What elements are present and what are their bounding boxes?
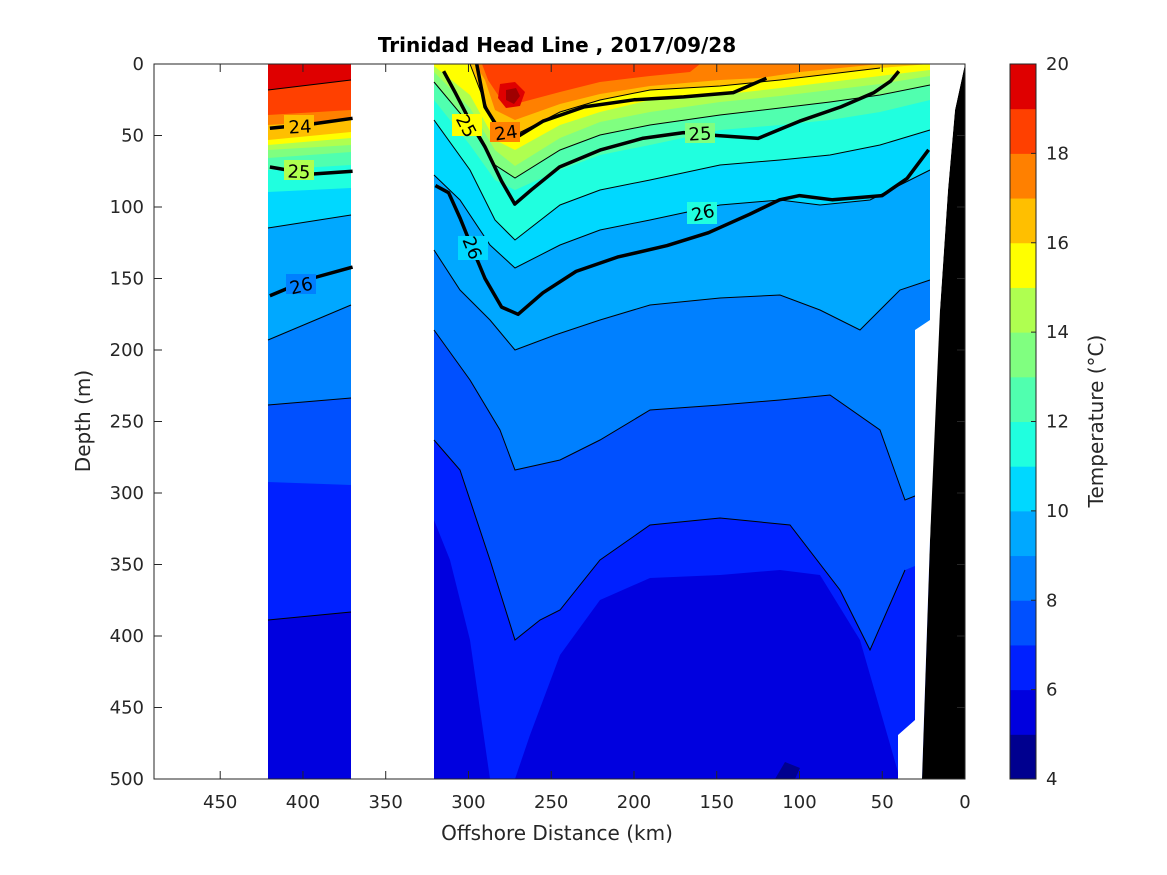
x-tick-label: 350	[369, 792, 403, 813]
band	[506, 88, 520, 104]
isotherm	[433, 119, 931, 241]
contour-label-bg	[687, 202, 717, 224]
colorbar-band	[1010, 466, 1036, 512]
colorbar-band	[1010, 734, 1036, 780]
isotherm	[267, 79, 352, 91]
contour-label-bg	[490, 122, 520, 142]
colorbar-band	[1010, 600, 1036, 646]
colorbar-band	[1010, 421, 1036, 467]
colorbar-bands	[1010, 64, 1036, 780]
x-tick-label: 100	[782, 792, 816, 813]
x-tick-label: 300	[451, 792, 485, 813]
column-b	[434, 64, 930, 779]
x-tick-label: 250	[534, 792, 568, 813]
contour-label-25-b: 25	[688, 123, 712, 145]
contour-label-24-a: 24	[288, 116, 312, 138]
colorbar-tick-label: 20	[1046, 54, 1069, 75]
colorbar-band	[1010, 376, 1036, 422]
x-tick-label: 0	[959, 792, 970, 813]
colorbar-band	[1010, 287, 1036, 333]
colorbar-band	[1010, 198, 1036, 244]
colorbar-band	[1010, 153, 1036, 199]
y-tick-label: 300	[110, 483, 144, 504]
colorbar-tick-label: 18	[1046, 143, 1069, 164]
colorbar-tick-label: 16	[1046, 233, 1069, 254]
y-tick-label: 450	[110, 698, 144, 719]
isotherm	[433, 169, 931, 269]
isotherm	[267, 611, 352, 621]
colorbar-tick-label: 10	[1046, 501, 1069, 522]
colorbar-tick-label: 14	[1046, 322, 1069, 343]
y-tick-label: 200	[110, 340, 144, 361]
y-tick-label: 150	[110, 269, 144, 290]
contour-label-25-a: 25	[287, 161, 311, 183]
colorbar-tick-label: 6	[1046, 680, 1057, 701]
contour-label-bg	[286, 274, 316, 294]
band	[560, 760, 590, 779]
colorbar-ticks: 4 6 8 10 12 14 16 18 20	[1031, 54, 1069, 790]
nan-gap	[930, 64, 965, 320]
isotherm	[267, 304, 352, 341]
colorbar-tick-label: 4	[1046, 769, 1057, 790]
contour-label-bg	[685, 123, 715, 143]
plot-area: 24 25 26 24 25 25 26 26	[153, 63, 966, 780]
colorbar-band	[1010, 242, 1036, 288]
x-axis-label: Offshore Distance (km)	[441, 821, 673, 845]
contour-label-24-b: 24	[493, 122, 519, 146]
band	[270, 64, 320, 74]
nan-gap	[898, 300, 938, 779]
isotherm	[267, 397, 352, 406]
isotherm-lines	[267, 64, 931, 652]
colorbar-tick-label: 12	[1046, 412, 1069, 433]
temperature-fill	[267, 64, 965, 779]
contour-label-bg	[284, 115, 314, 135]
y-tick-label: 500	[110, 769, 144, 790]
contour-label-bg	[284, 160, 314, 180]
band	[775, 762, 800, 779]
colorbar-band	[1010, 64, 1036, 110]
x-tick-label: 400	[286, 792, 320, 813]
x-tick-label: 50	[871, 792, 894, 813]
colorbar-band	[1010, 332, 1036, 378]
column-a	[268, 64, 351, 779]
x-tick-label: 150	[700, 792, 734, 813]
contour-label-bg	[452, 114, 482, 136]
y-axis-label: Depth (m)	[71, 370, 95, 472]
isotherm	[433, 249, 931, 351]
colorbar-band	[1010, 510, 1036, 557]
density-contour-24	[474, 64, 768, 141]
colorbar-band	[1010, 644, 1036, 691]
x-tick-label: 200	[617, 792, 651, 813]
y-tick-label: 50	[121, 126, 144, 147]
x-axis: 450 400 350 300 250 200 150 100 50 0	[203, 64, 971, 813]
colorbar: 4 6 8 10 12 14 16 18 20 Temperature (°C)	[1009, 54, 1108, 790]
y-tick-label: 400	[110, 626, 144, 647]
colorbar-band	[1010, 555, 1036, 601]
x-tick-label: 450	[203, 792, 237, 813]
y-axis: 0 50 100 150 200 250 300 350 400 450 500	[110, 54, 965, 790]
colorbar-tick-label: 8	[1046, 590, 1057, 611]
colorbar-label: Temperature (°C)	[1084, 335, 1108, 509]
isotherm	[267, 214, 352, 229]
density-contour-25	[442, 70, 901, 206]
isotherm	[433, 439, 906, 652]
seafloor	[922, 64, 965, 779]
contour-label-bg	[458, 236, 488, 260]
density-contours	[269, 64, 930, 317]
y-tick-label: 0	[133, 54, 144, 75]
chart-title: Trinidad Head Line , 2017/09/28	[378, 33, 736, 57]
colorbar-band	[1010, 689, 1036, 735]
y-tick-label: 250	[110, 412, 144, 433]
isotherm	[433, 329, 931, 501]
y-tick-label: 100	[110, 197, 144, 218]
y-tick-label: 350	[110, 555, 144, 576]
colorbar-band	[1010, 108, 1036, 154]
band	[482, 64, 700, 104]
